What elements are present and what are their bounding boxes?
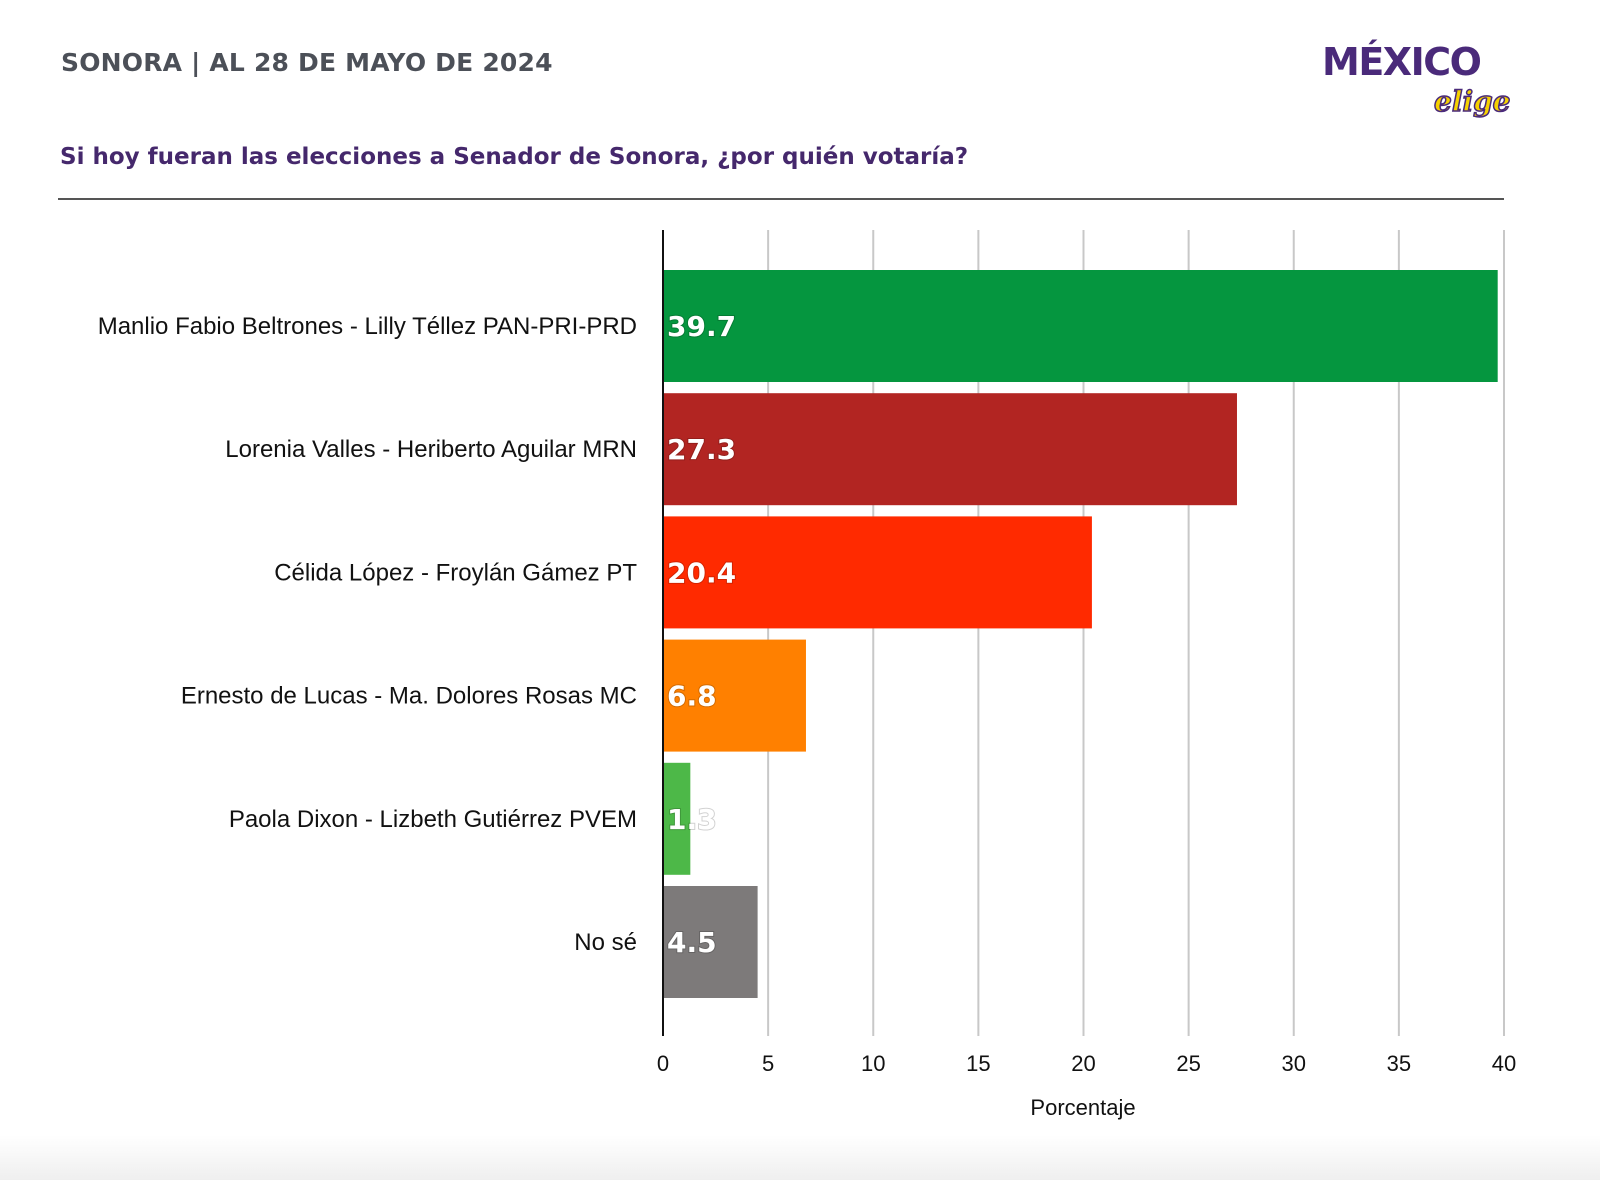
- value-label: 6.8: [667, 680, 717, 713]
- bar: [663, 762, 691, 875]
- x-axis-title: Porcentaje: [1030, 1095, 1135, 1120]
- x-tick-label: 0: [657, 1051, 669, 1076]
- bar: [663, 270, 1498, 382]
- bar: [663, 393, 1237, 506]
- bar: [663, 516, 1092, 629]
- logo-main-text: MÉXICO: [1322, 40, 1482, 84]
- bar: [663, 639, 806, 752]
- x-tick-label: 10: [861, 1051, 885, 1076]
- x-tick-labels: 0 5 10 15 20 25 30 35 40: [657, 1051, 1516, 1076]
- title-divider: [58, 198, 1504, 200]
- x-tick-label: 25: [1176, 1051, 1200, 1076]
- chart-question: Si hoy fueran las elecciones a Senador d…: [60, 144, 969, 170]
- x-tick-label: 30: [1282, 1051, 1306, 1076]
- header-title: SONORA | AL 28 DE MAYO DE 2024: [61, 48, 553, 77]
- logo-sub-text: elige: [1433, 85, 1511, 119]
- mexico-elige-logo: MÉXICO elige: [1322, 40, 1522, 130]
- category-label: Ernesto de Lucas - Ma. Dolores Rosas MC: [181, 683, 637, 710]
- value-label: 39.7: [667, 310, 736, 343]
- x-tick-label: 40: [1492, 1051, 1516, 1076]
- category-label: Manlio Fabio Beltrones - Lilly Téllez PA…: [98, 313, 637, 340]
- category-label: Célida López - Froylán Gámez PT: [274, 559, 637, 586]
- value-label: 4.5: [667, 926, 717, 959]
- x-tick-label: 15: [966, 1051, 990, 1076]
- value-label: 1.3: [667, 803, 717, 836]
- value-labels: 39.7 27.3 20.4 6.8 1.3 4.5: [666, 309, 737, 960]
- category-labels: Manlio Fabio Beltrones - Lilly Téllez PA…: [98, 313, 638, 956]
- bar: [663, 886, 758, 998]
- bars: [663, 270, 1498, 998]
- category-label: Paola Dixon - Lizbeth Gutiérrez PVEM: [229, 806, 637, 833]
- x-tick-label: 35: [1387, 1051, 1411, 1076]
- x-tick-label: 20: [1071, 1051, 1095, 1076]
- value-label: 20.4: [667, 556, 736, 589]
- value-label: 27.3: [667, 433, 736, 466]
- category-label: Lorenia Valles - Heriberto Aguilar MRN: [225, 436, 637, 463]
- category-label: No sé: [574, 929, 637, 956]
- x-tick-label: 5: [762, 1051, 774, 1076]
